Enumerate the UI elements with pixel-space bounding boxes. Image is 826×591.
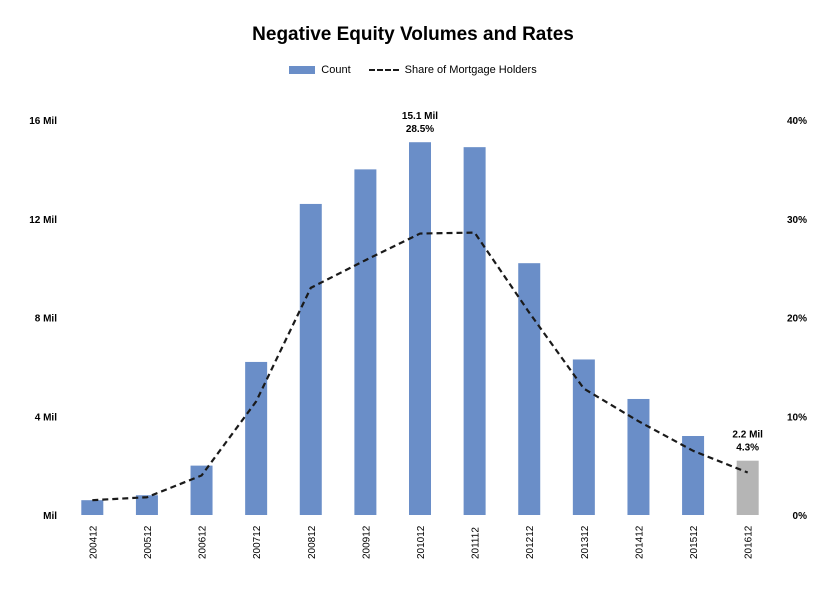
y-right-tick-label: 0% [793,511,808,522]
bar-201412 [627,398,650,515]
y-right-tick-label: 20% [787,314,807,325]
x-tick-label: 201612 [744,525,755,559]
x-tick-label: 201512 [689,525,700,559]
bar-200912 [354,169,377,515]
x-tick-label: 200812 [307,525,318,559]
annotation-share-201612: 4.3% [736,443,759,454]
bar-201012 [409,142,431,515]
annotation-share-201012: 28.5% [406,124,434,135]
bar-201112 [463,147,486,515]
y-left-tick-label: Mil [43,511,57,522]
x-tick-label: 200712 [252,525,263,559]
y-left-tick-label: 12 Mil [29,215,57,226]
y-right-tick-label: 40% [787,116,807,127]
annotation-count-201612: 2.2 Mil [732,430,763,441]
bar-201312 [572,359,595,515]
legend-item-count: Count [289,64,351,76]
bar-200512 [135,495,158,515]
chart-legend: Count Share of Mortgage Holders [0,64,826,76]
x-tick-label: 200412 [88,525,99,559]
legend-bar-swatch [289,66,316,74]
x-tick-label: 200912 [361,525,372,559]
legend-item-share: Share of Mortgage Holders [368,64,537,76]
legend-label-share: Share of Mortgage Holders [404,64,537,76]
y-left-tick-label: 4 Mil [35,412,57,423]
x-tick-label: 201112 [471,527,482,559]
bar-201612 [736,460,759,515]
y-right-tick-label: 10% [787,412,807,423]
bar-201512 [682,436,705,515]
legend-line-swatch [368,69,399,71]
bar-200612 [190,465,213,515]
chart-title: Negative Equity Volumes and Rates [252,24,574,45]
x-tick-label: 201212 [525,525,536,559]
bar-200412 [81,500,104,515]
y-left-tick-label: 16 Mil [29,116,57,127]
y-right-tick-label: 30% [787,215,807,226]
legend-label-count: Count [321,64,351,76]
x-tick-label: 201012 [416,525,427,559]
y-left-tick-label: 8 Mil [35,314,57,325]
annotation-count-201012: 15.1 Mil [402,111,438,122]
bar-200712 [245,361,268,515]
x-tick-label: 200612 [198,525,209,559]
x-tick-label: 201412 [634,525,645,559]
bar-201212 [518,263,541,515]
bar-200812 [299,203,322,515]
x-tick-label: 200512 [143,525,154,559]
x-tick-label: 201312 [580,525,591,559]
